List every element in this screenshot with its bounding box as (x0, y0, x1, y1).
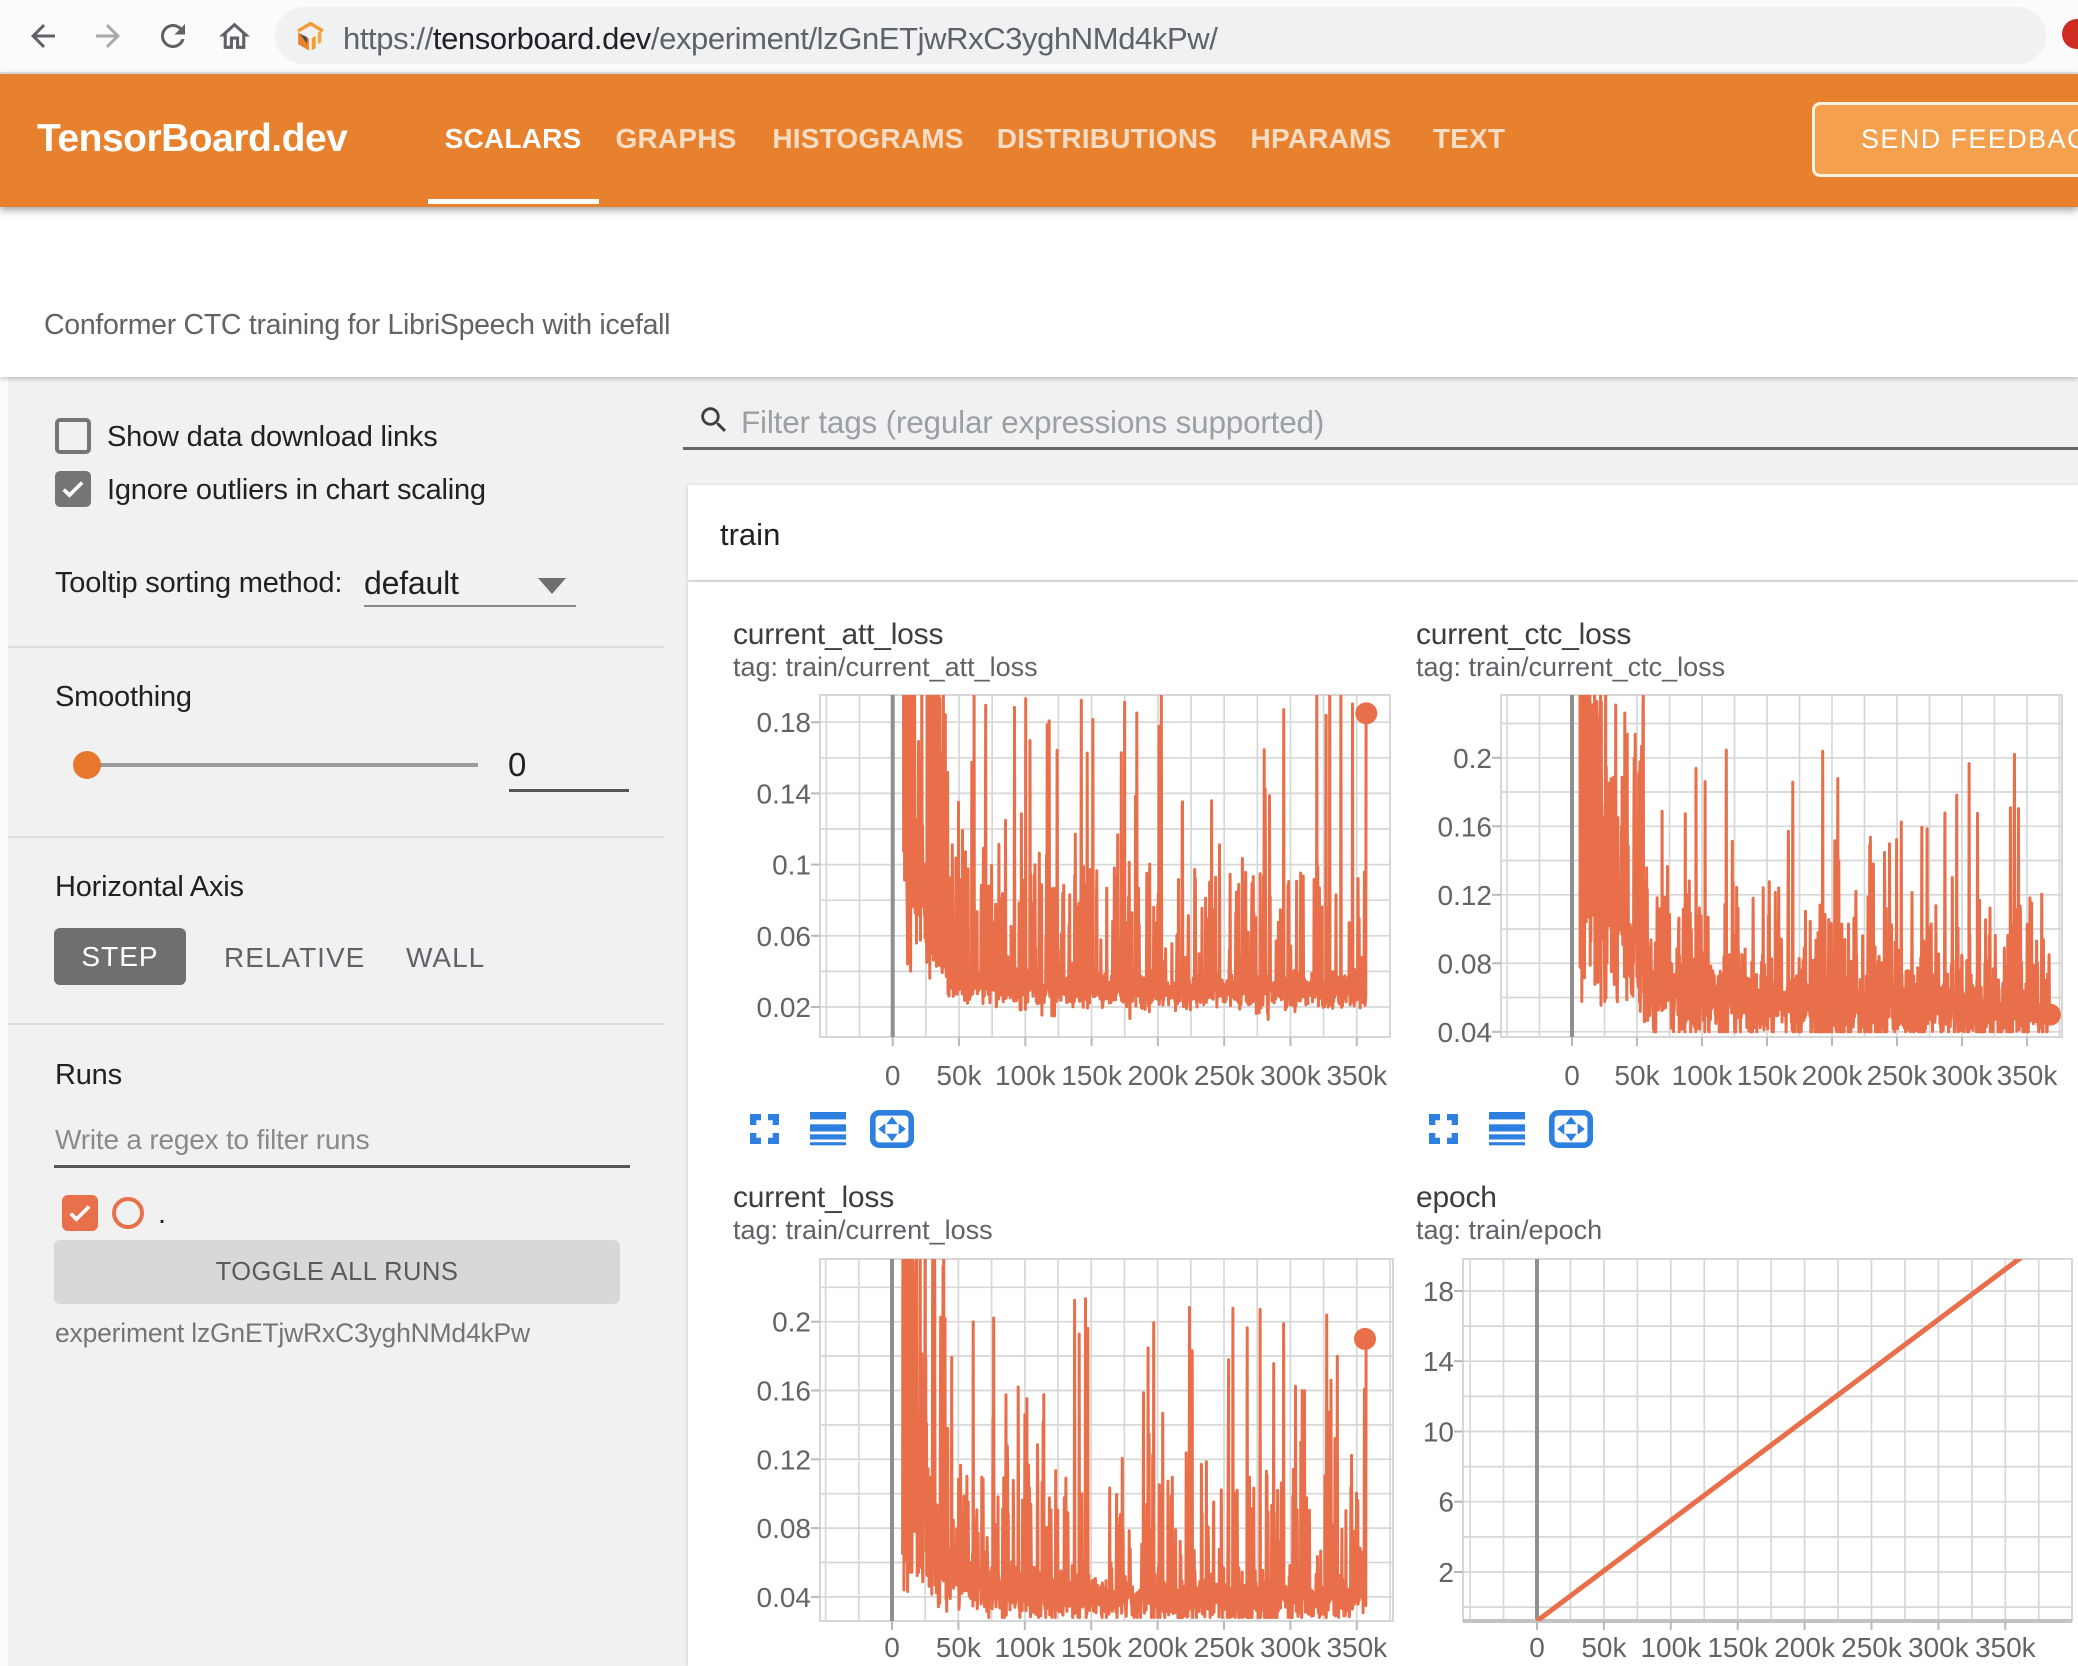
svg-text:0.2: 0.2 (772, 1307, 811, 1338)
svg-text:200k: 200k (1128, 1060, 1190, 1091)
svg-text:250k: 250k (1194, 1632, 1256, 1663)
svg-text:6: 6 (1438, 1487, 1454, 1518)
svg-text:350k: 350k (1997, 1060, 2059, 1091)
svg-text:350k: 350k (1326, 1632, 1388, 1663)
svg-text:0.12: 0.12 (1438, 880, 1493, 911)
svg-text:0: 0 (1529, 1632, 1545, 1663)
svg-text:200k: 200k (1774, 1632, 1836, 1663)
svg-text:2: 2 (1438, 1557, 1454, 1588)
svg-text:0: 0 (884, 1632, 900, 1663)
svg-text:0.16: 0.16 (757, 1376, 812, 1407)
svg-text:300k: 300k (1260, 1060, 1322, 1091)
svg-text:150k: 150k (1737, 1060, 1799, 1091)
svg-text:250k: 250k (1194, 1060, 1256, 1091)
svg-text:0: 0 (885, 1060, 901, 1091)
svg-text:150k: 150k (1707, 1632, 1769, 1663)
svg-text:18: 18 (1423, 1276, 1454, 1307)
svg-text:0: 0 (1564, 1060, 1580, 1091)
svg-text:0.1: 0.1 (772, 850, 811, 881)
svg-text:100k: 100k (1672, 1060, 1734, 1091)
svg-text:200k: 200k (1127, 1632, 1189, 1663)
svg-text:100k: 100k (994, 1632, 1056, 1663)
svg-text:0.08: 0.08 (1438, 948, 1493, 979)
svg-text:0.04: 0.04 (1438, 1017, 1493, 1048)
svg-text:50k: 50k (936, 1632, 982, 1663)
svg-text:250k: 250k (1867, 1060, 1929, 1091)
svg-text:0.12: 0.12 (757, 1444, 812, 1475)
svg-text:200k: 200k (1802, 1060, 1864, 1091)
svg-text:100k: 100k (1640, 1632, 1702, 1663)
svg-text:100k: 100k (995, 1060, 1057, 1091)
svg-text:0.02: 0.02 (757, 992, 812, 1023)
svg-text:14: 14 (1423, 1346, 1454, 1377)
svg-text:0.18: 0.18 (757, 707, 812, 738)
svg-text:250k: 250k (1841, 1632, 1903, 1663)
svg-text:0.16: 0.16 (1438, 811, 1493, 842)
svg-text:0.2: 0.2 (1453, 743, 1492, 774)
svg-text:0.14: 0.14 (757, 778, 812, 809)
svg-text:350k: 350k (1326, 1060, 1388, 1091)
svg-text:50k: 50k (936, 1060, 982, 1091)
svg-text:0.06: 0.06 (757, 921, 812, 952)
svg-text:300k: 300k (1260, 1632, 1322, 1663)
svg-text:50k: 50k (1581, 1632, 1627, 1663)
svg-text:300k: 300k (1908, 1632, 1970, 1663)
svg-text:0.04: 0.04 (757, 1582, 812, 1613)
svg-text:150k: 150k (1061, 1632, 1123, 1663)
svg-text:0.08: 0.08 (757, 1513, 812, 1544)
svg-text:50k: 50k (1614, 1060, 1660, 1091)
svg-text:300k: 300k (1932, 1060, 1994, 1091)
svg-text:10: 10 (1423, 1417, 1454, 1448)
svg-text:150k: 150k (1061, 1060, 1123, 1091)
svg-text:350k: 350k (1975, 1632, 2037, 1663)
